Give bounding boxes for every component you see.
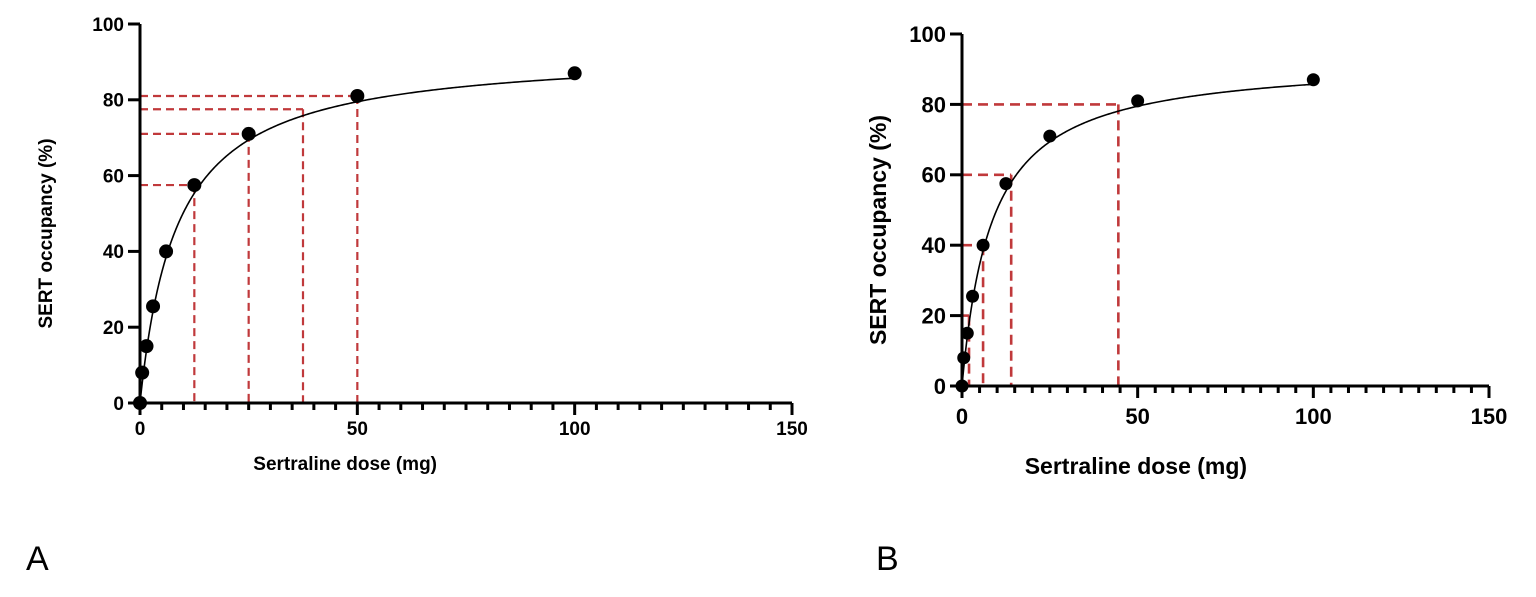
- panel-a-x-tick-label: 0: [135, 419, 146, 440]
- panel-a-x-axis-label: Sertraline dose (mg): [253, 454, 437, 475]
- panel-b-data-point: [976, 238, 990, 252]
- panel-a-y-tick-label: 80: [103, 91, 124, 112]
- panel-b-data-point: [957, 351, 971, 365]
- chart-panel-a: 0 50 100 150 0 20 40 60 80 100 Sertraline dose (mg…: [36, 15, 808, 475]
- panel-b-y-tick-label: 60: [922, 163, 946, 188]
- panel-a-data-point: [135, 365, 150, 380]
- panel-b-fit-curve: [961, 83, 1314, 387]
- panel-a-x-tick-label: 150: [776, 419, 808, 440]
- panel-a-y-tick-label: 40: [103, 242, 124, 263]
- panel-a-data-point: [133, 396, 147, 410]
- panel-b-y-tick-label: 20: [922, 304, 946, 329]
- chart-panel-b: 0 50 100 150 0 20 40 60 80 100 Sertraline dose (mg…: [865, 22, 1507, 479]
- panel-b-y-tick-label: 40: [922, 233, 946, 258]
- panel-label-a: A: [26, 540, 49, 578]
- panel-b-y-tick-label: 100: [909, 22, 946, 47]
- panel-a-data-point: [146, 299, 161, 314]
- panel-a-y-tick-label: 60: [103, 166, 124, 187]
- panel-a-y-axis-label: SERT occupancy (%): [36, 138, 57, 328]
- panel-a-y-tick-label: 20: [103, 318, 124, 339]
- panel-b-x-tick-label: 150: [1471, 404, 1508, 429]
- panel-b-x-tick-label: 50: [1125, 404, 1149, 429]
- panel-label-b: B: [876, 540, 899, 578]
- panel-b-data-point: [1043, 129, 1057, 143]
- panel-a-y-tick-label: 100: [92, 15, 124, 36]
- panel-a-data-point: [241, 126, 256, 141]
- panel-a-x-tick-label: 50: [347, 419, 368, 440]
- panel-b-data-point: [999, 177, 1013, 191]
- panel-a-data-point: [567, 66, 582, 81]
- panel-a-y-tick-label: 0: [113, 394, 124, 415]
- panel-a-data-point: [187, 178, 202, 193]
- panel-b-y-tick-label: 0: [934, 374, 946, 399]
- panel-b-x-tick-label: 0: [956, 404, 968, 429]
- panel-b-data-point: [1306, 73, 1320, 87]
- panel-b-data-point: [966, 289, 980, 303]
- panel-b-x-axis-label: Sertraline dose (mg): [1025, 453, 1247, 479]
- panel-b-x-tick-label: 100: [1295, 404, 1332, 429]
- panel-a-x-tick-label: 100: [559, 419, 591, 440]
- panel-a-data-point: [350, 89, 365, 104]
- panel-b-y-axis-label: SERT occupancy (%): [865, 115, 891, 345]
- panel-b-data-point: [1131, 94, 1145, 108]
- panel-b-data-point: [960, 326, 974, 340]
- panel-a-data-point: [139, 339, 154, 354]
- panel-a-data-point: [159, 244, 174, 259]
- panel-b-y-tick-label: 80: [922, 92, 946, 117]
- panel-b-data-point: [955, 379, 969, 393]
